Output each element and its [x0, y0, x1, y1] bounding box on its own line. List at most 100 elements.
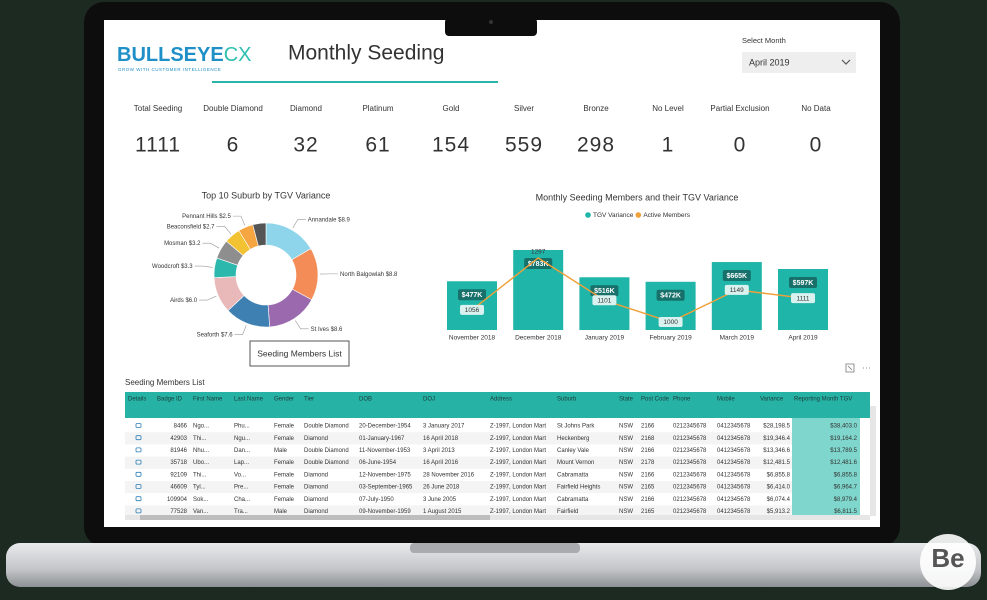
row-stripe [125, 456, 792, 469]
table-cell: Van... [193, 509, 209, 515]
line-label-box [658, 317, 683, 327]
table-cell: $6,074.4 [767, 497, 791, 503]
month-select[interactable] [742, 52, 856, 73]
column-header: Address [490, 397, 512, 403]
kpi-label: Double Diamond [203, 104, 263, 113]
slice-category: Airds [170, 298, 184, 304]
table-cell: 46609 [170, 485, 187, 491]
horizontal-scrollbar[interactable] [125, 515, 870, 520]
table-cell: 16 April 2018 [423, 436, 459, 442]
table-cell: Double Diamond [304, 460, 349, 466]
bar-label-box [789, 277, 817, 289]
bar-label-box [656, 289, 685, 301]
details-icon [135, 471, 142, 477]
table-cell: 03-September-1965 [359, 485, 413, 491]
details-icon [135, 435, 142, 441]
table-cell: 8466 [174, 424, 188, 430]
leader-line [199, 295, 217, 301]
kpi-row: Total Seeding 1111 Double Diamond 6 Diamond 3… [134, 104, 831, 156]
members-list-button[interactable] [249, 340, 350, 367]
slice-value: $8.6 [331, 326, 343, 332]
slice-value: $3.3 [181, 264, 193, 270]
table-cell: 2166 [641, 424, 655, 430]
column-header: Suburb [557, 397, 577, 403]
table-cell: $8,979.4 [834, 497, 858, 503]
table-cell: Canley Vale [557, 448, 590, 454]
table-cell: 2168 [641, 436, 655, 442]
table-cell: 2166 [641, 497, 655, 503]
table-cell: $6,811.5 [834, 509, 858, 515]
leader-line [216, 226, 232, 235]
table-cell: Z-1997, London Mart [490, 460, 546, 466]
row-stripe [125, 432, 792, 445]
table-cell: $28,198.5 [763, 424, 790, 430]
slice-category: Annandale [308, 217, 337, 223]
table-cell: Female [274, 424, 295, 430]
table-cell: Z-1997, London Mart [490, 497, 546, 503]
table-cell: 81946 [170, 448, 187, 454]
table-cell: 0412345678 [717, 436, 751, 442]
slice-label: Woodcroft $3.3 [152, 264, 193, 270]
column-header: Phone [673, 397, 691, 403]
table-cell: Z-1997, London Mart [490, 485, 546, 491]
table-cell: Diamond [304, 497, 328, 503]
logo-tagline: GROW WITH CUSTOMER INTELLIGENCE [118, 67, 221, 72]
slice-category: St Ives [311, 326, 329, 332]
table-cell: Female [274, 436, 295, 442]
slice-label: St Ives $8.6 [311, 326, 343, 332]
bar-value-label: $783K [528, 261, 549, 268]
table-cell: Z-1997, London Mart [490, 509, 546, 515]
table-cell: Female [274, 472, 295, 478]
table-cell: 2165 [641, 509, 655, 515]
table-cell: Female [274, 497, 295, 503]
row-stripe [125, 481, 792, 494]
table-cell: Cabramatta [557, 497, 589, 503]
table-cell: NSW [619, 472, 633, 478]
details-icon [135, 496, 142, 502]
table-cell: Tyl... [193, 485, 206, 491]
table-cell: 0212345678 [673, 436, 707, 442]
kpi-label: Platinum [362, 104, 393, 113]
slice-value: $3.2 [189, 241, 201, 247]
slice-category: North Balgowlah [340, 271, 384, 277]
bar-value-label: $665K [726, 273, 747, 280]
table-cell: Male [274, 509, 288, 515]
column-header: Post Code [641, 397, 670, 403]
table-cell: $38,403.0 [830, 424, 857, 430]
slice-value: $8.9 [338, 217, 350, 223]
page-title: Monthly Seeding [288, 42, 444, 65]
highlight-column [792, 418, 860, 515]
table-cell: Male [274, 448, 288, 454]
table-cell: Thi... [193, 472, 207, 478]
kpi-value: 154 [432, 134, 470, 157]
table-cell: Z-1997, London Mart [490, 436, 546, 442]
dropdown-arrow [841, 59, 851, 65]
table-cell: 3 January 2017 [423, 424, 465, 430]
table-cell: 0412345678 [717, 497, 751, 503]
logo: BULLSEYECX [117, 44, 251, 66]
details-icon [135, 508, 142, 514]
table-cell: Cha... [234, 497, 250, 503]
table-cell: Sok... [193, 497, 209, 503]
bar-label-box [590, 285, 619, 297]
table-cell: $6,414.0 [767, 485, 791, 491]
kpi-value: 559 [505, 134, 543, 157]
table-cell: Double Diamond [304, 424, 349, 430]
column-header: DOJ [423, 397, 435, 403]
focus-icon[interactable] [845, 363, 855, 373]
line-value-label: 1111 [796, 295, 809, 302]
line-value-label: 1056 [465, 307, 480, 314]
combo-chart: TGV Variance Active Members $477K November … [447, 212, 828, 342]
table-cell: 92109 [170, 472, 187, 478]
vertical-scrollbar[interactable] [870, 406, 876, 516]
table-cell: Fairfield [557, 509, 578, 515]
scroll-thumb[interactable] [140, 515, 490, 520]
table-cell: Double Diamond [304, 448, 349, 454]
laptop-notch [410, 543, 580, 553]
legend-label: TGV Variance [593, 212, 634, 219]
table-cell: 2165 [641, 485, 655, 491]
table-cell: 07-July-1950 [359, 497, 394, 503]
table-cell: 11-November-1953 [359, 448, 411, 454]
more-options[interactable]: ··· [862, 362, 871, 372]
table-cell: NSW [619, 424, 633, 430]
